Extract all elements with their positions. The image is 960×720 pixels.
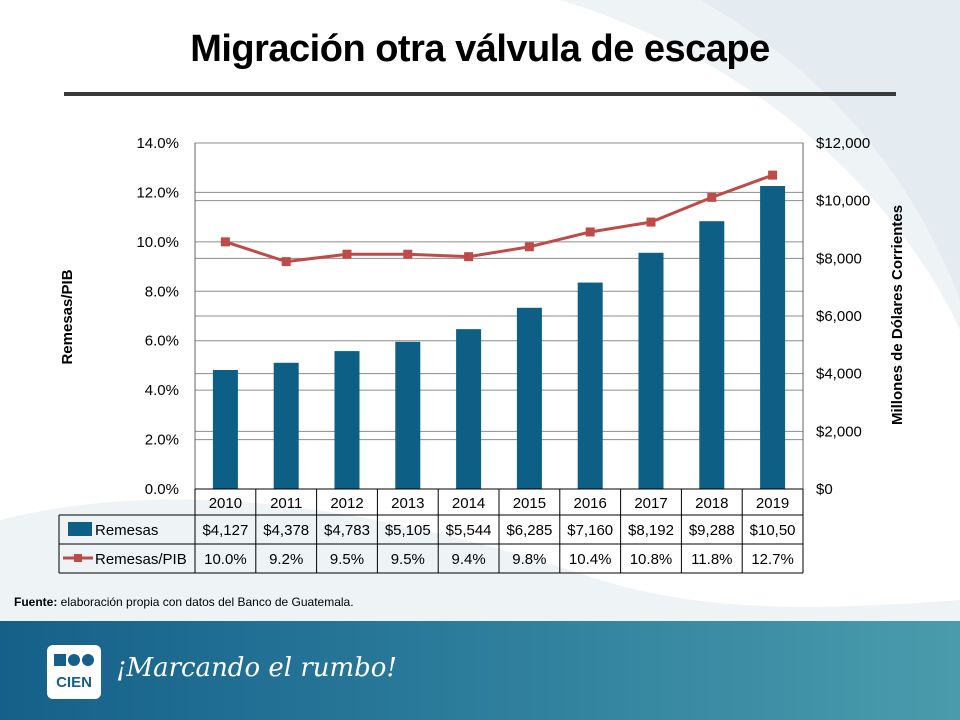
slide-title: Migración otra válvula de escape	[190, 28, 770, 70]
table-year-2010: 2010	[209, 495, 242, 512]
right-tick-label: $8,000	[816, 250, 862, 267]
left-tick-label: 4.0%	[145, 382, 179, 399]
table-cell-remesas-2017: $8,192	[628, 522, 674, 539]
table-year-2018: 2018	[695, 495, 728, 512]
series-line-remesas-pib	[224, 173, 774, 264]
table-cell-remesas-pib-2013: 9.5%	[391, 551, 425, 568]
table-cell-remesas-pib-2016: 10.4%	[569, 551, 612, 568]
table-cell-remesas-2018: $9,288	[689, 522, 735, 539]
table-cell-remesas-pib-2019: 12.7%	[751, 551, 794, 568]
bar-remesas-2017	[638, 252, 664, 489]
table-cell-remesas-2012: $4,783	[324, 522, 370, 539]
table-cell-remesas-2013: $5,105	[385, 522, 431, 539]
legend-key-marker-remesas-pib	[74, 554, 82, 562]
table-cell-remesas-pib-2012: 9.5%	[330, 551, 364, 568]
cien-logo: CIEN	[47, 645, 101, 699]
marker-remesas-pib-2019	[768, 170, 778, 180]
left-tick-label: 6.0%	[145, 333, 179, 350]
table-year-2013: 2013	[391, 495, 424, 512]
right-tick-label: $6,000	[816, 308, 862, 325]
left-tick-label: 8.0%	[145, 283, 179, 300]
right-axis-title: Millones de Dólares Corrientes	[889, 205, 906, 425]
right-tick-label: $0	[816, 481, 833, 498]
table-cell-remesas-2016: $7,160	[567, 522, 613, 539]
table-cell-remesas-pib-2017: 10.8%	[630, 551, 673, 568]
source-text: elaboración propia con datos del Banco d…	[57, 595, 354, 609]
marker-remesas-pib-2015	[524, 242, 534, 252]
legend-label-remesas: Remesas	[95, 522, 158, 539]
marker-remesas-pib-2016	[585, 227, 595, 237]
right-tick-label: $10,000	[816, 193, 870, 210]
table-cell-remesas-pib-2018: 11.8%	[691, 551, 732, 568]
right-tick-label: $12,000	[816, 135, 870, 152]
table-year-2011: 2011	[270, 495, 302, 512]
table-cell-remesas-pib-2014: 9.4%	[451, 551, 485, 568]
left-axis-title: Remesas/PIB	[59, 269, 76, 364]
left-tick-label: 12.0%	[136, 184, 179, 201]
left-tick-label: 14.0%	[136, 135, 179, 152]
marker-remesas-pib-2014	[464, 252, 474, 262]
footer-band	[0, 621, 960, 720]
bar-remesas-2014	[456, 329, 482, 489]
logo-text: CIEN	[56, 674, 92, 691]
bar-remesas-2013	[395, 341, 421, 489]
table-cell-remesas-2010: $4,127	[202, 522, 248, 539]
legend-label-remesas-pib: Remesas/PIB	[95, 551, 187, 568]
tagline: ¡Marcando el rumbo!	[116, 653, 397, 683]
table-cell-remesas-pib-2011: 9.2%	[269, 551, 303, 568]
table-year-2017: 2017	[634, 495, 667, 512]
table-year-2019: 2019	[756, 495, 789, 512]
table-cell-remesas-2011: $4,378	[263, 522, 309, 539]
table-cell-remesas-2015: $6,285	[506, 522, 552, 539]
right-tick-label: $4,000	[816, 366, 862, 383]
marker-remesas-pib-2012	[342, 249, 352, 259]
legend-key-remesas	[68, 522, 92, 536]
marker-remesas-pib-2018	[707, 192, 717, 202]
source-note: Fuente: elaboración propia con datos del…	[14, 595, 354, 609]
table-year-2015: 2015	[513, 495, 546, 512]
table-cell-remesas-2014: $5,544	[446, 522, 492, 539]
left-tick-label: 2.0%	[145, 432, 179, 449]
bar-remesas-2012	[334, 351, 360, 489]
marker-remesas-pib-2010	[220, 237, 230, 247]
source-label: Fuente:	[14, 595, 58, 609]
table-year-2012: 2012	[330, 495, 363, 512]
bar-remesas-2010	[212, 370, 238, 489]
left-tick-label: 10.0%	[136, 234, 179, 251]
bar-remesas-2019	[760, 186, 786, 489]
left-tick-label: 0.0%	[145, 481, 179, 498]
table-cell-remesas-pib-2010: 10.0%	[204, 551, 247, 568]
title-divider	[64, 92, 896, 96]
table-year-2016: 2016	[574, 495, 607, 512]
table-year-2014: 2014	[452, 495, 485, 512]
table-cell-remesas-2019: $10,50	[750, 522, 796, 539]
bar-remesas-2018	[699, 221, 725, 490]
marker-remesas-pib-2013	[403, 249, 413, 259]
right-tick-label: $2,000	[816, 423, 862, 440]
marker-remesas-pib-2011	[281, 257, 291, 267]
bar-remesas-2011	[273, 362, 299, 489]
marker-remesas-pib-2017	[646, 217, 656, 227]
bar-remesas-2015	[516, 307, 542, 489]
bar-remesas-2016	[577, 282, 603, 489]
table-cell-remesas-pib-2015: 9.8%	[512, 551, 546, 568]
